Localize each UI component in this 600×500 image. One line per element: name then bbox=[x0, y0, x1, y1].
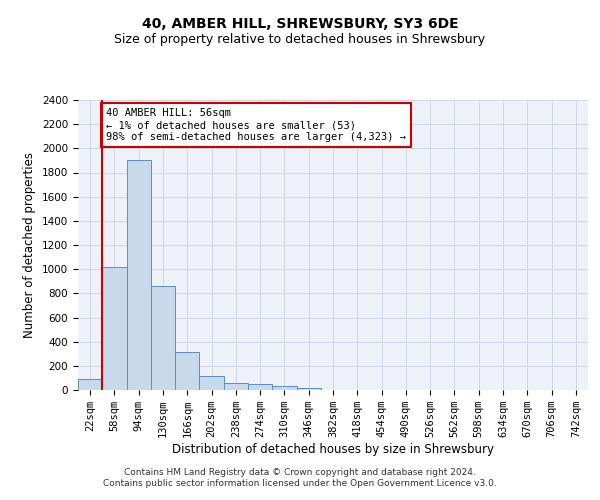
Text: 40, AMBER HILL, SHREWSBURY, SY3 6DE: 40, AMBER HILL, SHREWSBURY, SY3 6DE bbox=[142, 18, 458, 32]
Bar bbox=[248, 384, 272, 390]
Text: 40 AMBER HILL: 56sqm
← 1% of detached houses are smaller (53)
98% of semi-detach: 40 AMBER HILL: 56sqm ← 1% of detached ho… bbox=[106, 108, 406, 142]
Bar bbox=[224, 383, 248, 390]
Bar bbox=[151, 286, 175, 390]
Bar bbox=[102, 267, 127, 390]
Text: Size of property relative to detached houses in Shrewsbury: Size of property relative to detached ho… bbox=[115, 32, 485, 46]
Bar bbox=[175, 352, 199, 390]
Bar bbox=[199, 376, 224, 390]
Text: Contains HM Land Registry data © Crown copyright and database right 2024.
Contai: Contains HM Land Registry data © Crown c… bbox=[103, 468, 497, 487]
Bar bbox=[272, 386, 296, 390]
Bar bbox=[127, 160, 151, 390]
X-axis label: Distribution of detached houses by size in Shrewsbury: Distribution of detached houses by size … bbox=[172, 443, 494, 456]
Bar bbox=[78, 379, 102, 390]
Bar bbox=[296, 388, 321, 390]
Y-axis label: Number of detached properties: Number of detached properties bbox=[23, 152, 37, 338]
